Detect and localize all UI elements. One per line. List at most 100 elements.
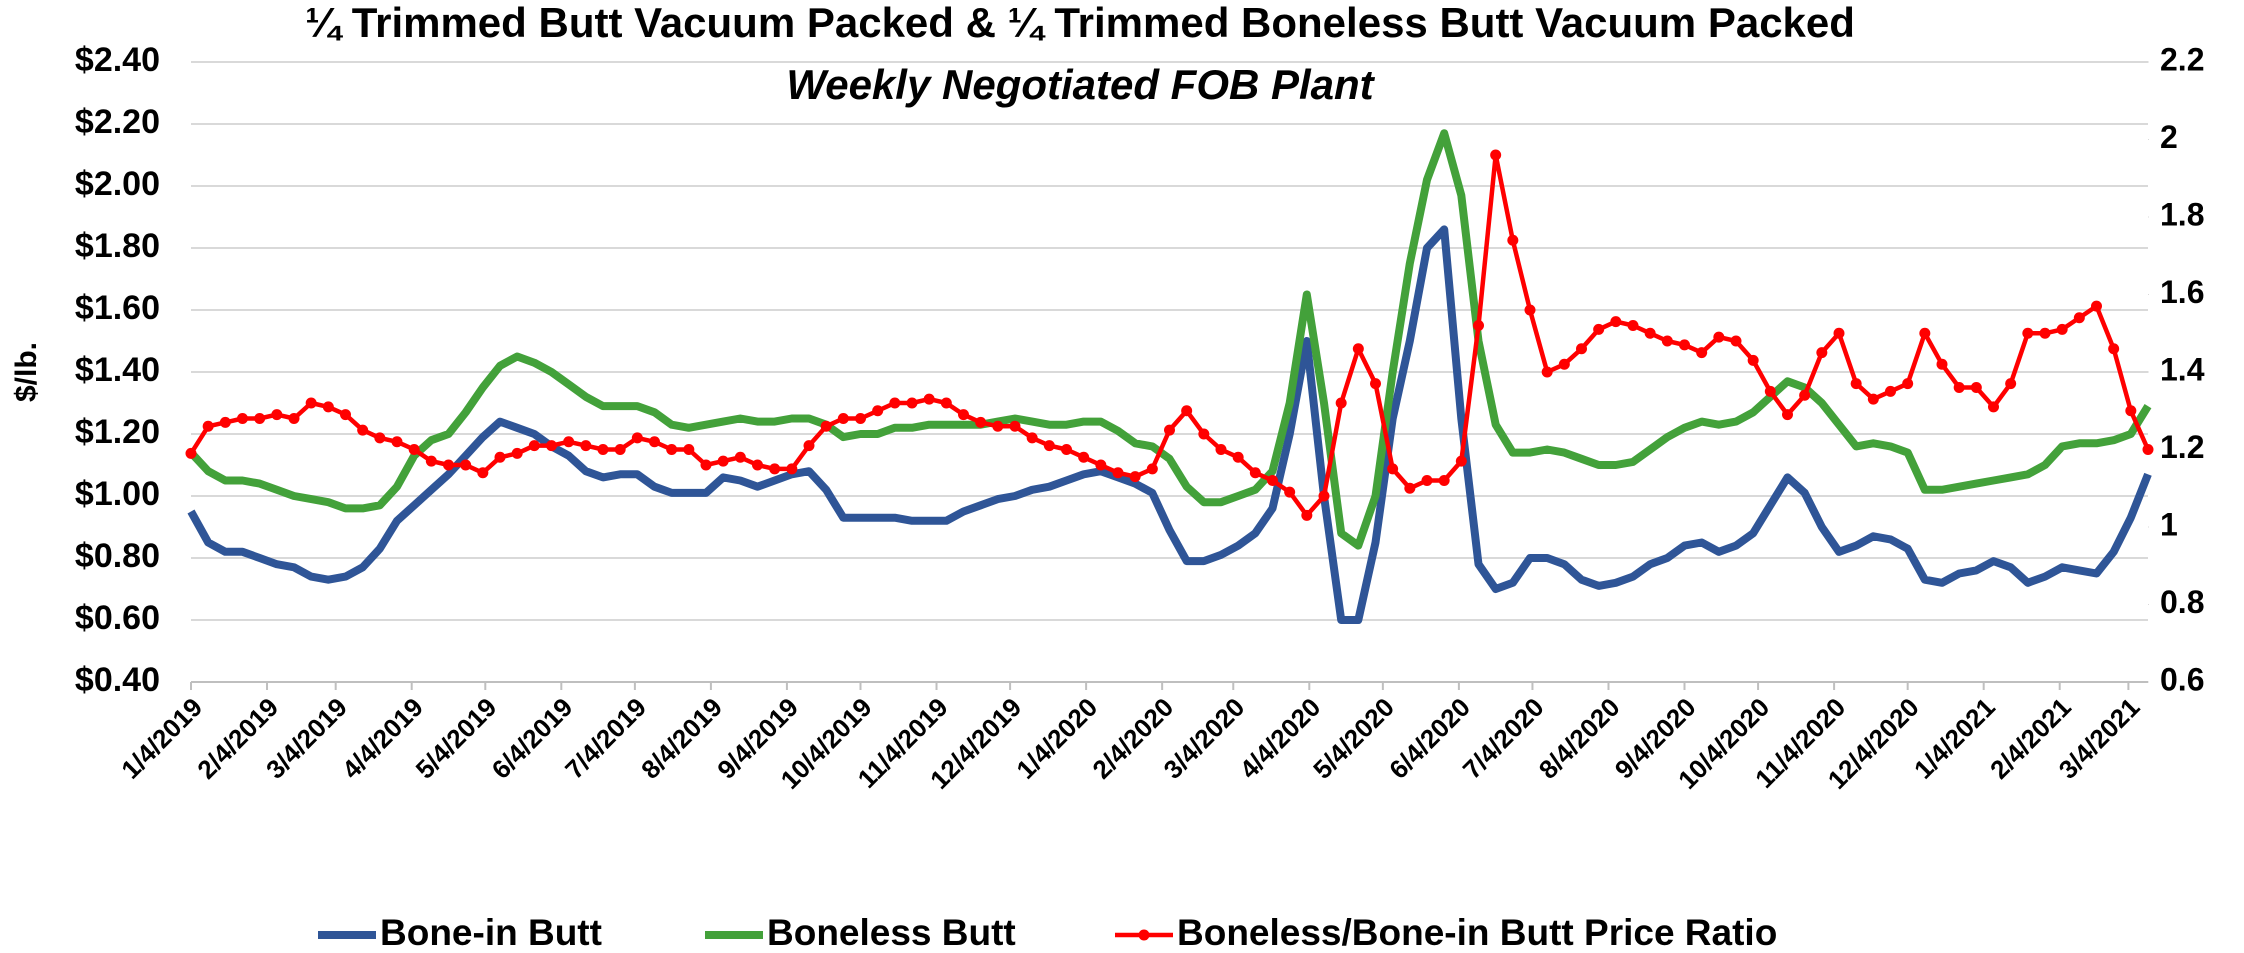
series-marker xyxy=(683,444,695,455)
series-marker xyxy=(1198,428,1210,440)
series-marker xyxy=(1576,343,1587,355)
series-marker xyxy=(1764,385,1776,397)
series-marker xyxy=(1112,467,1124,479)
series-marker xyxy=(786,463,798,475)
x-tick-label: 4/4/2020 xyxy=(1234,692,1327,785)
x-tick-label: 4/4/2019 xyxy=(336,692,429,785)
series-marker xyxy=(340,409,351,421)
series-marker xyxy=(1507,234,1519,246)
series-marker xyxy=(1902,378,1914,390)
series-marker xyxy=(288,413,300,424)
series-marker xyxy=(425,455,437,467)
y-tick-label: $2.00 xyxy=(75,165,160,203)
series-marker xyxy=(1164,424,1175,436)
series-marker xyxy=(528,440,540,452)
legend-label: Boneless/Bone-in Butt Price Ratio xyxy=(1177,912,1777,953)
series-marker xyxy=(580,440,592,452)
series-marker xyxy=(1885,385,1896,397)
series-marker xyxy=(1730,335,1742,347)
series-marker xyxy=(940,397,952,409)
y-tick-label: $2.40 xyxy=(75,41,160,79)
series-marker xyxy=(2125,405,2137,417)
series-marker xyxy=(2108,343,2120,355)
y-tick-label: $1.00 xyxy=(75,475,160,513)
series-marker xyxy=(1078,451,1090,463)
series-marker xyxy=(1026,432,1038,444)
series-marker xyxy=(872,405,884,417)
series-marker xyxy=(1249,467,1261,479)
x-tick-label: 8/4/2020 xyxy=(1533,692,1626,785)
x-tick-label: 1/4/2020 xyxy=(1010,692,1103,785)
series-marker xyxy=(1713,331,1725,343)
legend-marker xyxy=(1138,929,1150,941)
series-marker xyxy=(1782,409,1793,421)
series-marker xyxy=(1352,343,1364,355)
series-marker xyxy=(1610,316,1622,328)
series-marker xyxy=(1129,471,1141,483)
series-line xyxy=(187,225,2152,624)
series-marker xyxy=(1970,382,1982,393)
series-marker xyxy=(1009,420,1021,432)
y-tick-label: $1.20 xyxy=(75,413,160,451)
series-marker xyxy=(546,440,557,452)
series-marker xyxy=(563,436,575,448)
series-marker xyxy=(1421,475,1433,486)
series-marker xyxy=(2073,312,2085,324)
series-marker xyxy=(391,436,403,448)
series-marker xyxy=(1438,475,1450,486)
series-marker xyxy=(357,424,369,436)
series-marker xyxy=(700,459,712,471)
series-marker xyxy=(1867,393,1879,405)
y2-tick-label: 1.6 xyxy=(2160,274,2204,310)
y-axis-label: $/lb. xyxy=(10,342,43,402)
series-line xyxy=(188,129,2152,550)
series-marker xyxy=(889,397,901,409)
series-marker xyxy=(1644,327,1656,339)
series-marker xyxy=(322,401,334,413)
x-tick-label: 8/4/2019 xyxy=(635,692,728,785)
series-marker xyxy=(1095,459,1107,471)
series-marker xyxy=(460,459,472,471)
x-tick-label: 1/4/2021 xyxy=(1908,692,2001,785)
series-marker xyxy=(666,444,678,455)
series-marker xyxy=(1284,486,1296,498)
y2-tick-label: 1 xyxy=(2160,506,2178,542)
y2-tick-label: 1.4 xyxy=(2160,351,2205,387)
series-marker xyxy=(1936,358,1948,370)
series-marker xyxy=(2022,327,2034,339)
series-marker xyxy=(1146,463,1158,475)
series-marker xyxy=(494,451,506,463)
series-marker xyxy=(1267,475,1278,486)
series-marker xyxy=(958,409,969,421)
series-marker xyxy=(254,413,266,424)
series-marker xyxy=(1747,354,1759,366)
series-marker xyxy=(820,420,832,432)
series-marker xyxy=(1301,509,1313,521)
series-marker xyxy=(1043,440,1055,452)
series-marker xyxy=(237,413,248,424)
y-tick-label: $0.40 xyxy=(75,661,160,699)
series-marker xyxy=(975,416,987,428)
y-tick-label: $1.60 xyxy=(75,289,160,327)
x-tick-label: 5/4/2020 xyxy=(1307,692,1400,785)
series-marker xyxy=(1541,366,1553,378)
chart-title: ¼ Trimmed Butt Vacuum Packed & ¼ Trimmed… xyxy=(305,0,1855,46)
x-tick-label: 6/4/2020 xyxy=(1383,692,1476,785)
series-marker xyxy=(631,432,643,444)
series-marker xyxy=(1370,378,1381,390)
series-marker xyxy=(1661,335,1673,347)
series-marker xyxy=(734,451,746,463)
series-marker xyxy=(837,413,849,424)
series-marker xyxy=(408,444,420,455)
series-marker xyxy=(1799,389,1811,401)
chart-subtitle: Weekly Negotiated FOB Plant xyxy=(786,61,1375,108)
series-marker xyxy=(2091,300,2102,312)
series-marker xyxy=(1558,358,1570,370)
series-marker xyxy=(477,467,489,479)
y2-tick-label: 2 xyxy=(2160,119,2178,155)
legend-label: Bone-in Butt xyxy=(380,912,602,953)
series-marker xyxy=(202,420,214,432)
series-marker xyxy=(1593,323,1605,335)
series-marker xyxy=(769,463,781,475)
